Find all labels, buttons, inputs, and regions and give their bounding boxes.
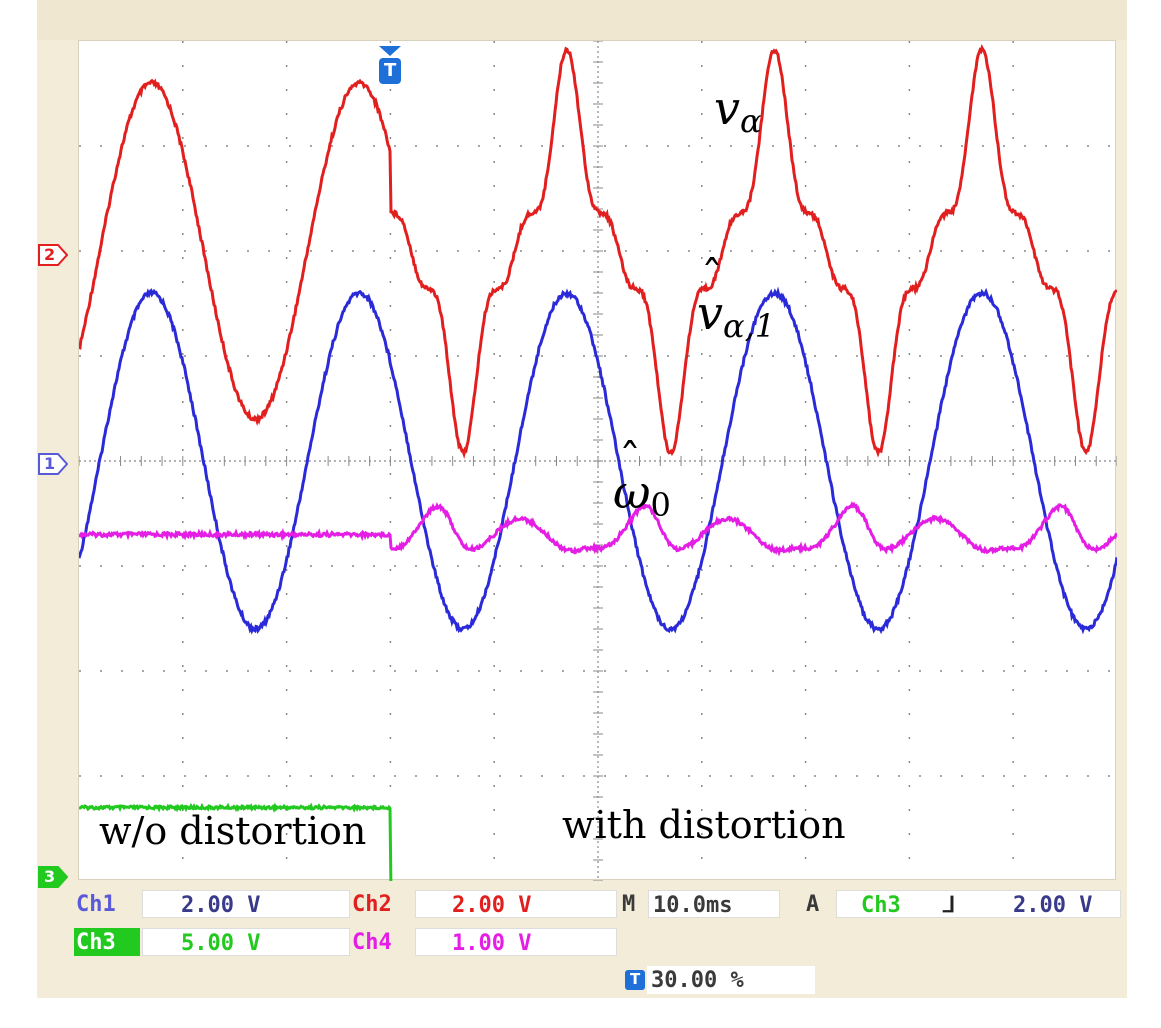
- ch3-label: Ch3: [76, 930, 116, 955]
- label-with-distortion: with distortion: [562, 803, 846, 847]
- ch3-scale: 5.00 V: [181, 931, 261, 956]
- trace-ch1-v-hat-alpha1: [79, 286, 1117, 635]
- graticule: [79, 41, 1117, 881]
- timebase-box: 10.0ms: [648, 890, 780, 918]
- trigger-mode: A: [806, 892, 820, 917]
- top-status-bar: [37, 0, 1127, 40]
- trigger-position-icon: [625, 970, 645, 990]
- trace-ch4-omega-hat: [79, 500, 1117, 557]
- label-v-alpha: vα: [714, 81, 762, 140]
- label-without-distortion: w/o distortion: [99, 809, 367, 853]
- readout-row-3: T 30.00 %: [40, 966, 1125, 994]
- trigger-marker: T: [377, 44, 403, 90]
- label-v-hat-alpha1: ˆ vα,1: [697, 252, 776, 345]
- trace-ch2-v-alpha: [79, 43, 1117, 460]
- marker-ch1: 1: [38, 453, 68, 475]
- ch2-scale: 2.00 V: [452, 893, 532, 918]
- timebase-label: M: [622, 892, 636, 917]
- waveform-display: vα ˆ vα,1 ˆ ω0 w/o distortion with disto…: [78, 40, 1117, 881]
- marker-ch2-shape: [38, 244, 68, 266]
- trigger-position-icon-label: T: [630, 970, 641, 988]
- trigger-level: 2.00 V: [1013, 893, 1093, 918]
- trigger-slope-icon: ⅃: [943, 893, 956, 918]
- ch4-scale: 1.00 V: [452, 931, 532, 956]
- trigger-position-box: 30.00 %: [647, 966, 815, 994]
- marker-ch3-shape: [38, 866, 68, 888]
- ch2-scale-box: 2.00 V: [415, 890, 617, 918]
- readout-row-2: Ch3 5.00 V Ch4 1.00 V: [40, 928, 1125, 956]
- trigger-box: Ch3 ⅃ 2.00 V: [836, 890, 1121, 918]
- ch1-scale: 2.00 V: [181, 893, 261, 918]
- ch1-label: Ch1: [76, 892, 116, 917]
- marker-ch1-label: 1: [44, 454, 56, 473]
- ch4-label: Ch4: [352, 930, 392, 955]
- trace-ch3-distortion-gate: [79, 802, 393, 881]
- ch3-scale-box: 5.00 V: [142, 928, 350, 956]
- readout-row-1: Ch1 2.00 V Ch2 2.00 V M 10.0ms A Ch3 ⅃ 2…: [40, 890, 1125, 918]
- trigger-position: 30.00 %: [651, 968, 744, 993]
- timebase-value: 10.0ms: [653, 893, 733, 918]
- ch4-scale-box: 1.00 V: [415, 928, 617, 956]
- marker-ch2-label: 2: [44, 245, 56, 264]
- trigger-marker-shape: [379, 46, 401, 84]
- marker-ch3: 3: [38, 866, 68, 888]
- ch3-label-bg: [74, 928, 140, 956]
- label-omega-hat-0: ˆ ω0: [613, 435, 671, 524]
- marker-ch1-shape: [38, 453, 68, 475]
- ch2-label: Ch2: [352, 892, 392, 917]
- marker-ch3-label: 3: [44, 867, 56, 886]
- marker-ch2: 2: [38, 244, 68, 266]
- waveform-plot: [79, 41, 1117, 881]
- trigger-source: Ch3: [861, 893, 901, 918]
- ch1-scale-box: 2.00 V: [142, 890, 350, 918]
- trigger-marker-label: T: [384, 60, 397, 81]
